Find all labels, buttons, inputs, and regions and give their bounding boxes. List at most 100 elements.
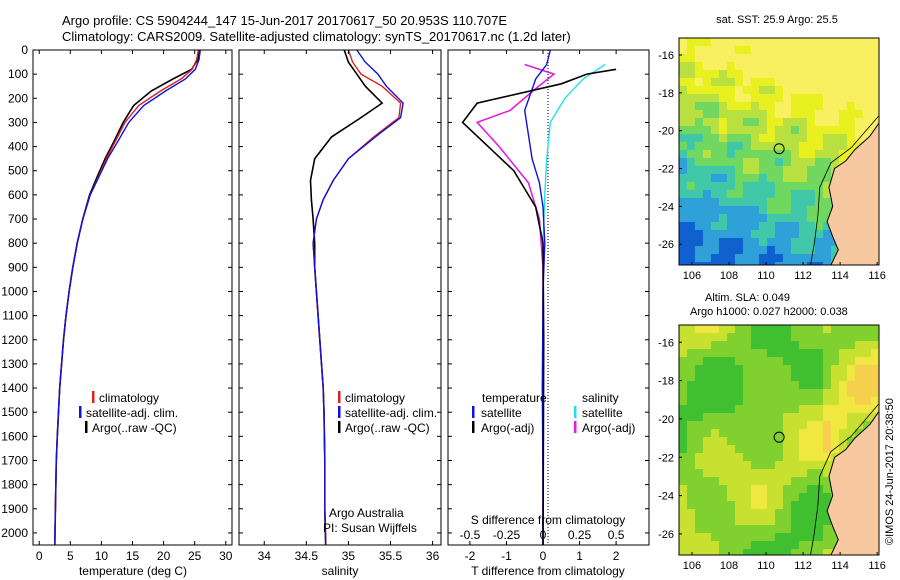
map-cell xyxy=(727,397,735,405)
map-cell xyxy=(727,54,735,62)
map-cell xyxy=(855,70,863,78)
map-cell xyxy=(783,198,791,206)
map-cell xyxy=(743,158,751,166)
map-cell xyxy=(695,333,703,341)
map-cell xyxy=(839,405,847,413)
map-cell xyxy=(727,254,735,262)
map-cell xyxy=(791,437,799,445)
map-cell xyxy=(703,246,711,254)
map-cell xyxy=(799,126,807,134)
map-cell xyxy=(759,230,767,238)
legend-swatch-t-argo xyxy=(472,421,475,433)
map-cell xyxy=(815,158,823,166)
map-cell xyxy=(815,70,823,78)
map-cell xyxy=(783,405,791,413)
map-cell xyxy=(775,174,783,182)
map-cell xyxy=(687,238,695,246)
map-cell xyxy=(767,445,775,453)
map-cell xyxy=(711,501,719,509)
map-cell xyxy=(775,62,783,70)
map-cell xyxy=(735,254,743,262)
map-cell xyxy=(767,325,775,333)
map-cell xyxy=(703,477,711,485)
map-cell xyxy=(831,357,839,365)
map-cell xyxy=(831,541,839,549)
map-cell xyxy=(831,94,839,102)
map-cell xyxy=(735,461,743,469)
map-cell xyxy=(743,501,751,509)
map-cell xyxy=(791,262,799,265)
map-cell xyxy=(735,541,743,549)
map-cell xyxy=(711,405,719,413)
map-cell xyxy=(839,381,847,389)
map-cell xyxy=(759,357,767,365)
legend-salinity-title: salinity xyxy=(582,391,619,405)
map-cell xyxy=(783,126,791,134)
map-cell xyxy=(679,134,687,142)
map-cell xyxy=(823,349,831,357)
map-cell xyxy=(855,94,863,102)
map-cell xyxy=(743,397,751,405)
map-cell xyxy=(839,86,847,94)
map-cell xyxy=(711,517,719,525)
map-cell xyxy=(735,365,743,373)
map-cell xyxy=(719,397,727,405)
map-cell xyxy=(855,110,863,118)
map-cell xyxy=(775,206,783,214)
y-tick-label: 200 xyxy=(8,91,28,105)
map-y-tick-label: -22 xyxy=(658,164,674,176)
x-tick-label: 20 xyxy=(157,549,171,563)
map-cell xyxy=(839,389,847,397)
map-cell xyxy=(679,469,687,477)
y-tick-label: 1400 xyxy=(1,381,28,395)
map-cell xyxy=(719,453,727,461)
map-cell xyxy=(783,134,791,142)
map-cell xyxy=(775,38,783,46)
map-cell xyxy=(743,405,751,413)
map-cell xyxy=(679,373,687,381)
map-cell xyxy=(791,182,799,190)
map-cell xyxy=(751,365,759,373)
temperature-frame xyxy=(32,49,233,546)
map-cell xyxy=(735,222,743,230)
legend-climatology: climatology xyxy=(345,391,405,405)
map-cell xyxy=(863,349,871,357)
map-cell xyxy=(791,517,799,525)
map-cell xyxy=(751,549,759,555)
map-cell xyxy=(807,246,815,254)
map-cell xyxy=(703,397,711,405)
map-cell xyxy=(759,70,767,78)
map-cell xyxy=(703,166,711,174)
map-cell xyxy=(807,365,815,373)
y-tick-label: 1600 xyxy=(1,429,28,443)
map-cell xyxy=(855,38,863,46)
map-cell xyxy=(807,150,815,158)
legend-s-satellite: satellite xyxy=(582,406,623,420)
map-cell xyxy=(855,46,863,54)
map-cell xyxy=(727,174,735,182)
map-cell xyxy=(759,166,767,174)
map-cell xyxy=(791,469,799,477)
y-tick-label: 600 xyxy=(8,188,28,202)
map-cell xyxy=(719,341,727,349)
map-cell xyxy=(815,54,823,62)
map-cell xyxy=(783,469,791,477)
map-cell xyxy=(703,150,711,158)
map-cell xyxy=(775,365,783,373)
map-cell xyxy=(743,238,751,246)
map-cell xyxy=(767,46,775,54)
map-cell xyxy=(751,70,759,78)
map-cell xyxy=(791,501,799,509)
map-cell xyxy=(767,373,775,381)
map-cell xyxy=(703,549,711,555)
map-cell xyxy=(711,126,719,134)
map-cell xyxy=(831,142,839,150)
map-cell xyxy=(735,437,743,445)
map-cell xyxy=(727,429,735,437)
map-cell xyxy=(799,238,807,246)
map-cell xyxy=(751,150,759,158)
map-cell xyxy=(855,389,863,397)
map-cell xyxy=(743,46,751,54)
map-cell xyxy=(799,246,807,254)
map-cell xyxy=(815,230,823,238)
